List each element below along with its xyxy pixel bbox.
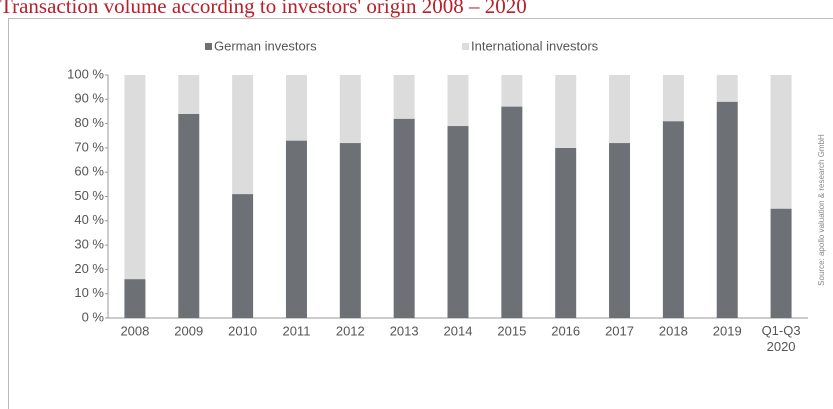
bar-segment [124,279,146,318]
frame [8,18,833,409]
bar-segment [178,113,200,318]
legend-label: German investors [214,38,317,53]
bar-segment [716,101,738,318]
bar-segment [393,118,415,319]
bar-segment [393,75,415,119]
y-tick-label: 100 % [67,66,104,81]
y-tick-label: 50 % [74,188,104,203]
x-tick-label: 2017 [605,323,634,338]
bar-segment [285,75,307,141]
legend-label: International investors [471,38,599,53]
bar-segment [232,194,254,318]
y-tick-label: 20 % [74,261,104,276]
bar-segment [662,75,684,122]
bar-segment [770,208,792,318]
bar-segment [501,75,523,107]
bar-segment [555,75,577,148]
y-tick-label: 80 % [74,115,104,130]
bar-segment [770,75,792,209]
x-tick-label: 2016 [551,323,580,338]
bar-segment [609,75,631,144]
x-tick-label: 2013 [390,323,419,338]
y-tick-label: 30 % [74,237,104,252]
bar-segment [339,75,361,144]
bar-segment [716,75,738,102]
y-tick-label: 60 % [74,164,104,179]
bar-segment [447,126,469,318]
bar-segment [232,75,254,195]
x-tick-label: 2014 [444,323,473,338]
x-tick-label: 2015 [497,323,526,338]
legend-swatch [462,43,469,50]
x-tick-label: 2012 [336,323,365,338]
y-tick-label: 0 % [82,309,105,324]
bar-segment [555,147,577,318]
bar-segment [662,121,684,318]
x-tick-label: 2009 [174,323,203,338]
y-tick-label: 40 % [74,212,104,227]
x-tick-label: 2008 [120,323,149,338]
chart-title: Transaction volume according to investor… [0,0,527,18]
legend-swatch [205,43,212,50]
y-tick-label: 90 % [74,91,104,106]
x-tick-label: 2018 [659,323,688,338]
y-tick-label: 70 % [74,139,104,154]
source: Source: apollo valuation & research GmbH [817,134,826,286]
x-tick-label: 2010 [228,323,257,338]
bar-segment [339,143,361,318]
bar-segment [609,143,631,318]
bar-segment [124,75,146,280]
y-tick-label: 10 % [74,285,104,300]
bar-segment [178,75,200,114]
x-tick-label: Q1-Q3 2020 [762,323,801,354]
x-tick-label: 2019 [713,323,742,338]
bar-segment [447,75,469,127]
x-tick-label: 2011 [282,323,310,338]
bar-segment [285,140,307,318]
bar-segment [501,106,523,318]
